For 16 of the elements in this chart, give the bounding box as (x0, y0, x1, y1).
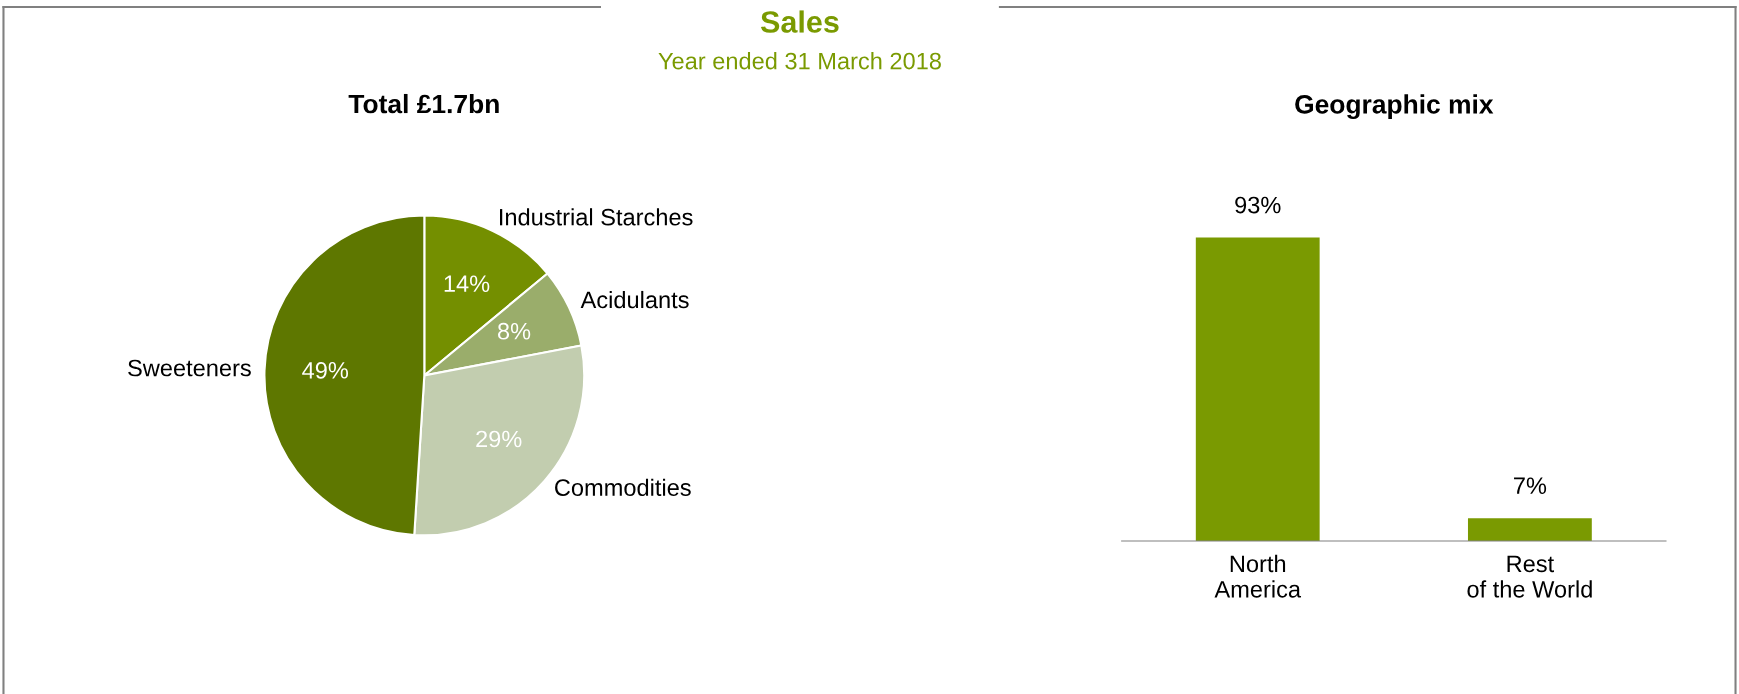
chart-title: Total £1.7bn (348, 93, 499, 114)
slice-label: Commodities (555, 478, 691, 496)
data-label: 93% (1235, 196, 1281, 214)
x-tick-label: Rest of the World (1467, 555, 1592, 598)
text: Sales (760, 10, 839, 33)
slice-label: Sweeteners (128, 359, 251, 377)
data-label: 8% (497, 322, 531, 340)
data-label: 29% (476, 430, 522, 448)
data-label: 49% (302, 361, 349, 379)
text: Year ended 31 March 2018 (658, 52, 941, 70)
slice-label: Industrial Starches (500, 208, 693, 226)
x-tick-label: North America (1214, 554, 1302, 598)
slice-label: Acidulants (580, 290, 689, 309)
data-label: 7% (1514, 477, 1547, 494)
data-label: 14% (444, 275, 490, 292)
chart-title: Geographic mix (1295, 94, 1494, 120)
